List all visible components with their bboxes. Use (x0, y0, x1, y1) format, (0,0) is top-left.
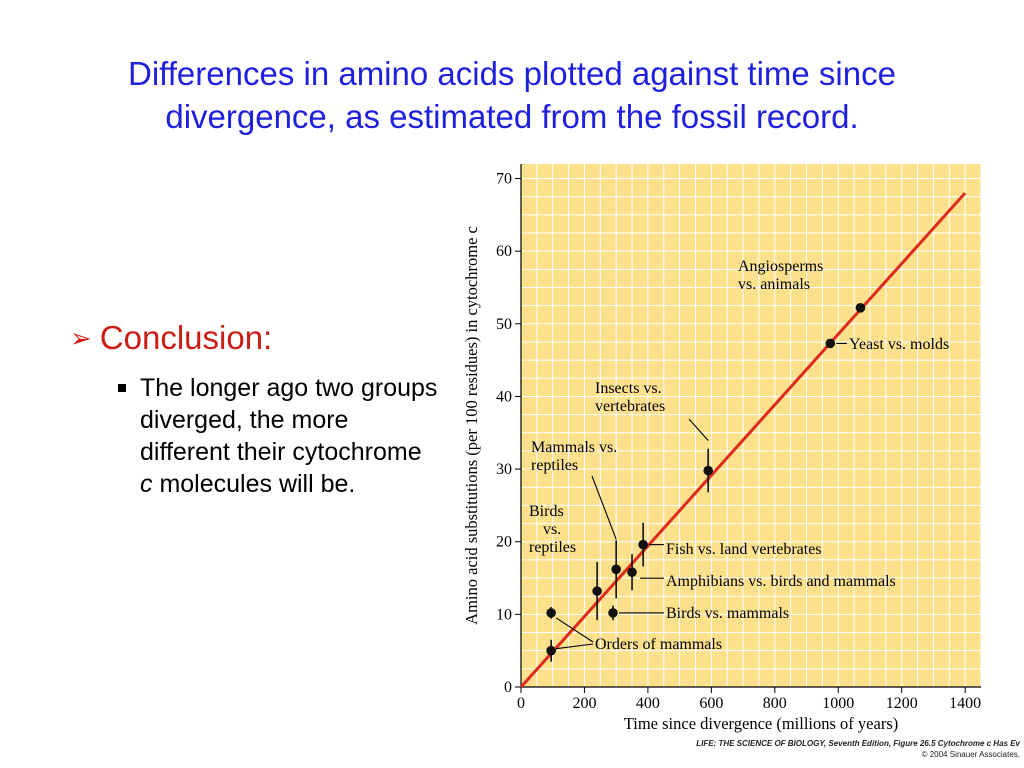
credit-line-1: LIFE: THE SCIENCE OF BIOLOGY, Seventh Ed… (696, 739, 1020, 748)
x-tick-label: 200 (572, 695, 596, 712)
annotation-label: Birds (529, 503, 564, 520)
scatter-chart: 0 200 400 600 800 1000 1200 1400 0 10 20 30 40 50 60 70… (462, 164, 982, 733)
y-tick-label: 30 (496, 461, 512, 478)
data-point (608, 608, 618, 618)
y-tick-label: 20 (496, 534, 512, 551)
annotation-label: Yeast vs. molds (849, 336, 949, 353)
data-point (611, 564, 621, 575)
data-point (825, 338, 836, 349)
fit-line (519, 192, 967, 689)
sub-bullet-text-main: The longer ago two groups diverged, the … (140, 374, 438, 466)
annotation-label: reptiles (529, 539, 576, 556)
annotation-label: vs. animals (738, 276, 810, 293)
annotation-leader-line (688, 418, 709, 441)
annotation-label: Insects vs. (595, 380, 662, 397)
title-line-1: Differences in amino acids plotted again… (128, 55, 896, 92)
annotation-label: Fish vs. land vertebrates (666, 541, 822, 558)
y-tick-label: 50 (496, 316, 512, 333)
arrow-bullet-icon: ➢ (70, 323, 92, 353)
bullet-heading: Conclusion: (99, 319, 273, 356)
annotation-leader-line (555, 617, 594, 643)
sub-bullet-italic: c (140, 470, 153, 498)
y-tick-label: 10 (496, 606, 512, 623)
annotation-label: vertebrates (595, 398, 665, 415)
annotation-label: Amphibians vs. birds and mammals (666, 573, 896, 590)
x-tick-label: 1200 (886, 695, 918, 712)
data-point (703, 465, 713, 476)
data-point (546, 608, 556, 618)
annotation-label: Angiosperms (738, 258, 823, 275)
x-axis-label: Time since divergence (millions of years… (624, 714, 898, 733)
annotation-label: Birds vs. mammals (666, 605, 789, 622)
slide-title: Differences in amino acids plotted again… (20, 52, 1004, 138)
y-tick-label: 60 (496, 243, 512, 260)
data-point (592, 586, 602, 596)
annotation-label: vs. (543, 521, 561, 538)
figure-credit: LIFE: THE SCIENCE OF BIOLOGY, Seventh Ed… (696, 738, 1020, 760)
sub-bullet-text-end: molecules will be. (152, 470, 356, 498)
sub-bullet: The longer ago two groups diverged, the … (118, 372, 450, 500)
annotation-label: Mammals vs. (531, 439, 617, 456)
x-tick-label: 1000 (822, 695, 854, 712)
sub-bullet-text: The longer ago two groups diverged, the … (140, 372, 440, 500)
x-tick-label: 800 (763, 695, 787, 712)
y-tick-label: 40 (496, 388, 512, 405)
annotation-label: reptiles (531, 457, 578, 474)
y-tick-label: 70 (496, 171, 512, 188)
annotation-leader-line (591, 475, 617, 540)
square-bullet-icon (118, 384, 126, 392)
data-point (855, 303, 866, 313)
y-axis-label: Amino acid substitutions (per 100 residu… (462, 226, 481, 625)
x-tick-label: 0 (517, 695, 525, 712)
annotation-leader-line (556, 643, 594, 650)
y-tick-label: 0 (504, 679, 512, 696)
title-line-2: divergence, as estimated from the fossil… (165, 98, 859, 135)
bullet-list: ➢ Conclusion: The longer ago two groups … (70, 318, 450, 500)
bullet-conclusion: ➢ Conclusion: (70, 318, 450, 358)
data-point (627, 567, 637, 578)
x-tick-label: 600 (699, 695, 723, 712)
annotation-label: Orders of mammals (595, 636, 722, 653)
x-tick-label: 1400 (949, 695, 981, 712)
data-point (638, 539, 648, 550)
x-tick-label: 400 (636, 695, 660, 712)
credit-line-2: © 2004 Sinauer Associates, (921, 750, 1020, 759)
data-point (546, 645, 556, 656)
